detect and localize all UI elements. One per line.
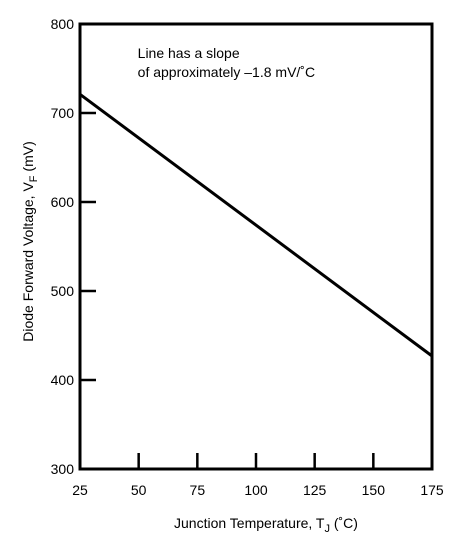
y-axis-label-unit: (mV): [20, 141, 36, 175]
series-line-0: [79, 93, 433, 358]
y-axis-label-main: Diode Forward Voltage, V: [20, 182, 36, 342]
x-tick-label-175: 175: [420, 482, 444, 498]
annotation-line-1: Line has a slope: [138, 45, 240, 61]
y-tick-label-400: 400: [51, 372, 75, 388]
x-tick-label-125: 125: [303, 482, 327, 498]
y-tick-label-700: 700: [51, 105, 75, 121]
plot-frame: [78, 22, 434, 471]
x-axis-label-unit: (˚C): [330, 515, 358, 531]
ticks-layer: [80, 111, 375, 469]
y-tick-label-600: 600: [51, 194, 75, 210]
x-axis-label: Junction Temperature, TJ (˚C): [174, 515, 358, 535]
tick-labels-layer: 25 50 75 100 125 150 175 300 400 500 600 700 800: [51, 16, 444, 498]
x-tick-label-50: 50: [131, 482, 147, 498]
x-tick-label-25: 25: [72, 482, 88, 498]
x-axis-label-subscript: J: [324, 523, 330, 535]
y-axis-label-subscript: F: [28, 175, 40, 182]
x-tick-label-150: 150: [362, 482, 386, 498]
y-axis-label: Diode Forward Voltage, VF (mV): [20, 141, 40, 341]
series-layer: [79, 93, 433, 358]
x-tick-label-75: 75: [190, 482, 206, 498]
x-axis-label-main: Junction Temperature, T: [174, 515, 325, 531]
y-tick-label-300: 300: [51, 461, 75, 477]
y-tick-label-800: 800: [51, 16, 75, 32]
y-tick-label-500: 500: [51, 283, 75, 299]
annotation-line-2: of approximately –1.8 mV/˚C: [138, 64, 315, 80]
x-tick-label-100: 100: [244, 482, 268, 498]
